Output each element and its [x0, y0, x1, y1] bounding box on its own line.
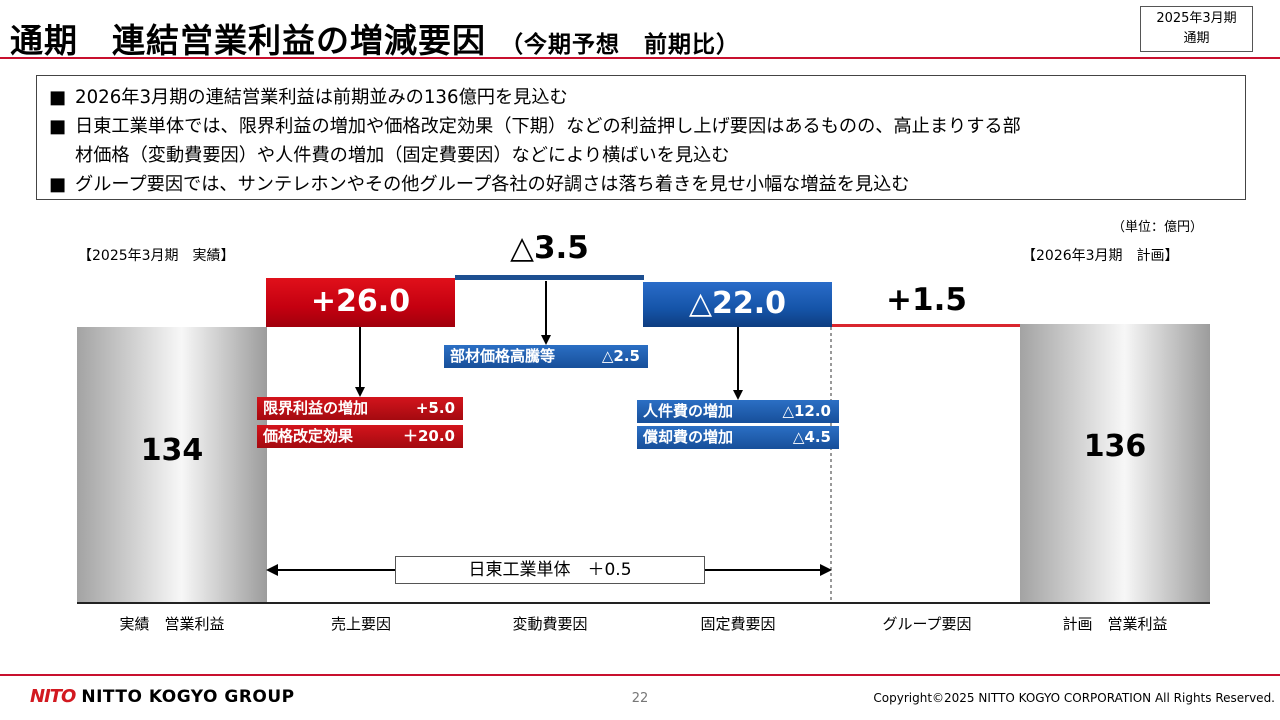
- category-label-sales: 売上要因: [330, 615, 391, 633]
- category-label-actual: 実績 営業利益: [119, 615, 225, 633]
- value-label-group: +1.5: [886, 282, 967, 318]
- bullet-square-icon: ■: [49, 174, 67, 195]
- breakdown-value: △4.5: [792, 428, 831, 446]
- period-label-actual: 【2025年3月期 実績】: [78, 248, 235, 264]
- category-label-variable-cost: 変動費要因: [512, 615, 588, 633]
- footer-divider: [0, 674, 1280, 676]
- page-number: 22: [631, 691, 649, 706]
- unit-label: （単位：億円）: [1112, 220, 1204, 235]
- breakdown-label: 償却費の増加: [643, 428, 734, 446]
- value-label-variable-cost: △3.5: [510, 230, 589, 266]
- period-badge: 2025年3月期 通期: [1140, 6, 1253, 52]
- bar-fixed-cost-factor: [643, 282, 832, 327]
- title-main: 通期 連結営業利益の増減要因: [10, 21, 486, 60]
- title-divider: [0, 57, 1280, 59]
- category-label-fixed-cost: 固定費要因: [700, 615, 776, 633]
- breakdown-marginal-profit: 限界利益の増加 +5.0: [257, 397, 463, 420]
- title-subtitle: （今期予想 前期比）: [500, 32, 740, 58]
- period-label-plan: 【2026年3月期 計画】: [1022, 248, 1179, 264]
- value-label-fixed-cost: △22.0: [688, 286, 787, 321]
- breakdown-personnel-cost: 人件費の増加 △12.0: [637, 400, 839, 423]
- breakdown-price-revision: 価格改定効果 ＋20.0: [257, 425, 463, 448]
- copyright-text: Copyright©2025 NITTO KOGYO CORPORATION A…: [873, 691, 1275, 705]
- summary-text-2a: 日東工業単体では、限界利益の増加や価格改定効果（下期）などの利益押し上げ要因はあ…: [75, 116, 1021, 137]
- bar-group-factor: [832, 324, 1021, 327]
- breakdown-value: △2.5: [601, 347, 640, 365]
- value-label-actual: 134: [140, 433, 204, 468]
- summary-text-3: グループ要因では、サンテレホンやその他グループ各社の好調さは落ち着きを見せ小幅な…: [75, 174, 910, 195]
- bar-plan-operating-profit: [1020, 324, 1210, 603]
- bar-actual-operating-profit: [77, 327, 267, 603]
- nito-logo-icon: NITO: [30, 686, 76, 707]
- summary-bullet-1: ■ 2026年3月期の連結営業利益は前期並みの136億円を見込む: [49, 83, 1235, 112]
- breakdown-label: 限界利益の増加: [263, 399, 369, 417]
- breakdown-value: ＋20.0: [402, 427, 455, 445]
- category-label-group: グループ要因: [882, 615, 972, 633]
- breakdown-label: 部材価格高騰等: [450, 347, 556, 365]
- period-badge-line2: 通期: [1183, 31, 1210, 46]
- breakdown-material-cost: 部材価格高騰等 △2.5: [444, 345, 648, 368]
- breakdown-label: 価格改定効果: [263, 427, 354, 445]
- x-axis-baseline: [77, 602, 1210, 604]
- bar-variable-cost-factor: [455, 275, 644, 280]
- summary-text-2b: 材価格（変動費要因）や人件費の増加（固定費要因）などにより横ばいを見込む: [75, 145, 730, 166]
- breakdown-value: +5.0: [415, 399, 455, 417]
- company-logo: NITO NITTO KOGYO GROUP: [30, 686, 295, 707]
- value-label-plan: 136: [1083, 429, 1147, 464]
- period-badge-line1: 2025年3月期: [1156, 11, 1237, 26]
- breakdown-value: △12.0: [782, 402, 831, 420]
- summary-bullet-2-cont: 材価格（変動費要因）や人件費の増加（固定費要因）などにより横ばいを見込む: [49, 141, 1235, 170]
- breakdown-depreciation: 償却費の増加 △4.5: [637, 426, 839, 449]
- bullet-square-icon: ■: [49, 116, 67, 137]
- span-annotation-label: 日東工業単体 ＋0.5: [395, 556, 705, 584]
- category-label-plan: 計画 営業利益: [1062, 615, 1168, 633]
- logo-text: NITTO KOGYO GROUP: [81, 687, 295, 707]
- bullet-square-icon: ■: [49, 87, 67, 108]
- summary-text-1: 2026年3月期の連結営業利益は前期並みの136億円を見込む: [75, 87, 568, 108]
- bar-sales-factor: [266, 278, 455, 327]
- summary-bullet-3: ■ グループ要因では、サンテレホンやその他グループ各社の好調さは落ち着きを見せ小幅…: [49, 170, 1235, 199]
- summary-bullet-2: ■ 日東工業単体では、限界利益の増加や価格改定効果（下期）などの利益押し上げ要因は…: [49, 112, 1235, 141]
- summary-box: ■ 2026年3月期の連結営業利益は前期並みの136億円を見込む ■ 日東工業単体で…: [36, 75, 1246, 200]
- value-label-sales: +26.0: [310, 284, 411, 319]
- page-title: 通期 連結営業利益の増減要因 （今期予想 前期比）: [10, 14, 740, 62]
- breakdown-label: 人件費の増加: [643, 402, 734, 420]
